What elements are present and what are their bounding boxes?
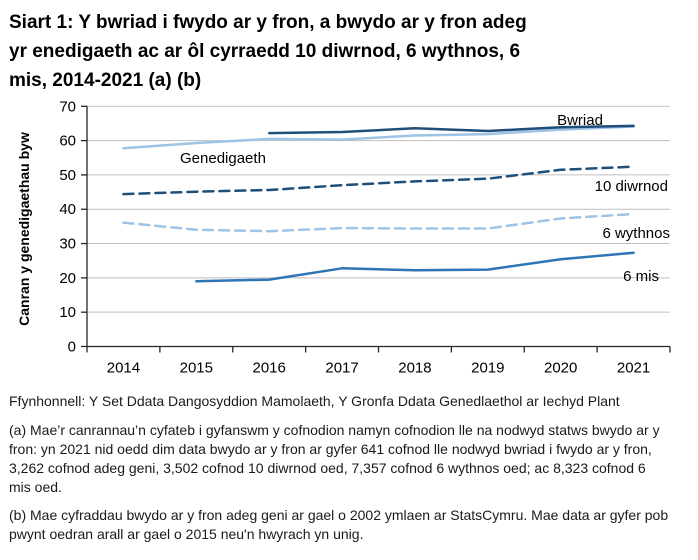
y-tick-label: 50 xyxy=(59,167,76,184)
series-label-6-mis: 6 mis xyxy=(623,268,659,285)
x-tick-label: 2015 xyxy=(180,360,213,377)
y-axis-title: Canran y genedigaethau byw xyxy=(16,132,32,326)
y-tick-label: 20 xyxy=(59,270,76,287)
series-label-10-diwrnod: 10 diwrnod xyxy=(595,178,668,195)
footnote-b: (b) Mae cyfraddau bwydo ar y fron adeg g… xyxy=(9,507,669,542)
series-line-genedigaeth xyxy=(122,125,635,150)
x-tick-label: 2016 xyxy=(253,360,286,377)
x-tick-label: 2018 xyxy=(398,360,431,377)
chart-area: 0 10 20 30 40 50 60 70 2014 2015 2016 2017 2018 2019 2… xyxy=(0,97,698,392)
series-label-genedigaeth: Genedigaeth xyxy=(180,150,266,167)
series-line-10-diwrnod xyxy=(122,165,635,196)
page-title-line-2: yr enedigaeth ac ar ôl cyrraedd 10 diwrn… xyxy=(9,41,521,62)
source-note: Ffynhonnell: Y Set Ddata Dangosyddion Ma… xyxy=(9,393,620,409)
y-tick-label: 70 xyxy=(59,98,76,115)
footnote-a: (a) Mae’r canrannau’n cyfateb i gyfanswm… xyxy=(9,422,660,495)
y-tick-label: 40 xyxy=(59,201,76,218)
line-chart: 0 10 20 30 40 50 60 70 2014 2015 2016 2017 2018 2019 2… xyxy=(59,98,671,377)
x-tick-label: 2017 xyxy=(325,360,358,377)
chart-footnotes: Ffynhonnell: Y Set Ddata Dangosyddion Ma… xyxy=(0,392,698,544)
y-tick-label: 0 xyxy=(68,339,76,356)
page-title-line-1: Siart 1: Y bwriad i fwydo ar y fron, a b… xyxy=(9,12,527,33)
series-label-bwriad: Bwriad xyxy=(557,112,603,129)
page-title: Siart 1: Y bwriad i fwydo ar y fron, a b… xyxy=(0,0,698,95)
x-tick-label: 2014 xyxy=(107,360,140,377)
x-tick-label: 2020 xyxy=(544,360,577,377)
page-title-line-3: mis, 2014-2021 (a) (b) xyxy=(9,70,202,91)
series-line-6-mis xyxy=(195,251,635,283)
x-tick-label: 2019 xyxy=(471,360,504,377)
y-tick-label: 60 xyxy=(59,133,76,150)
series-line-6-wythnos xyxy=(122,212,635,233)
series-label-6-wythnos: 6 wythnos xyxy=(602,225,670,242)
y-tick-label: 10 xyxy=(59,304,76,321)
series-line-bwriad xyxy=(267,124,635,135)
x-tick-label: 2021 xyxy=(617,360,650,377)
y-tick-label: 30 xyxy=(59,236,76,253)
